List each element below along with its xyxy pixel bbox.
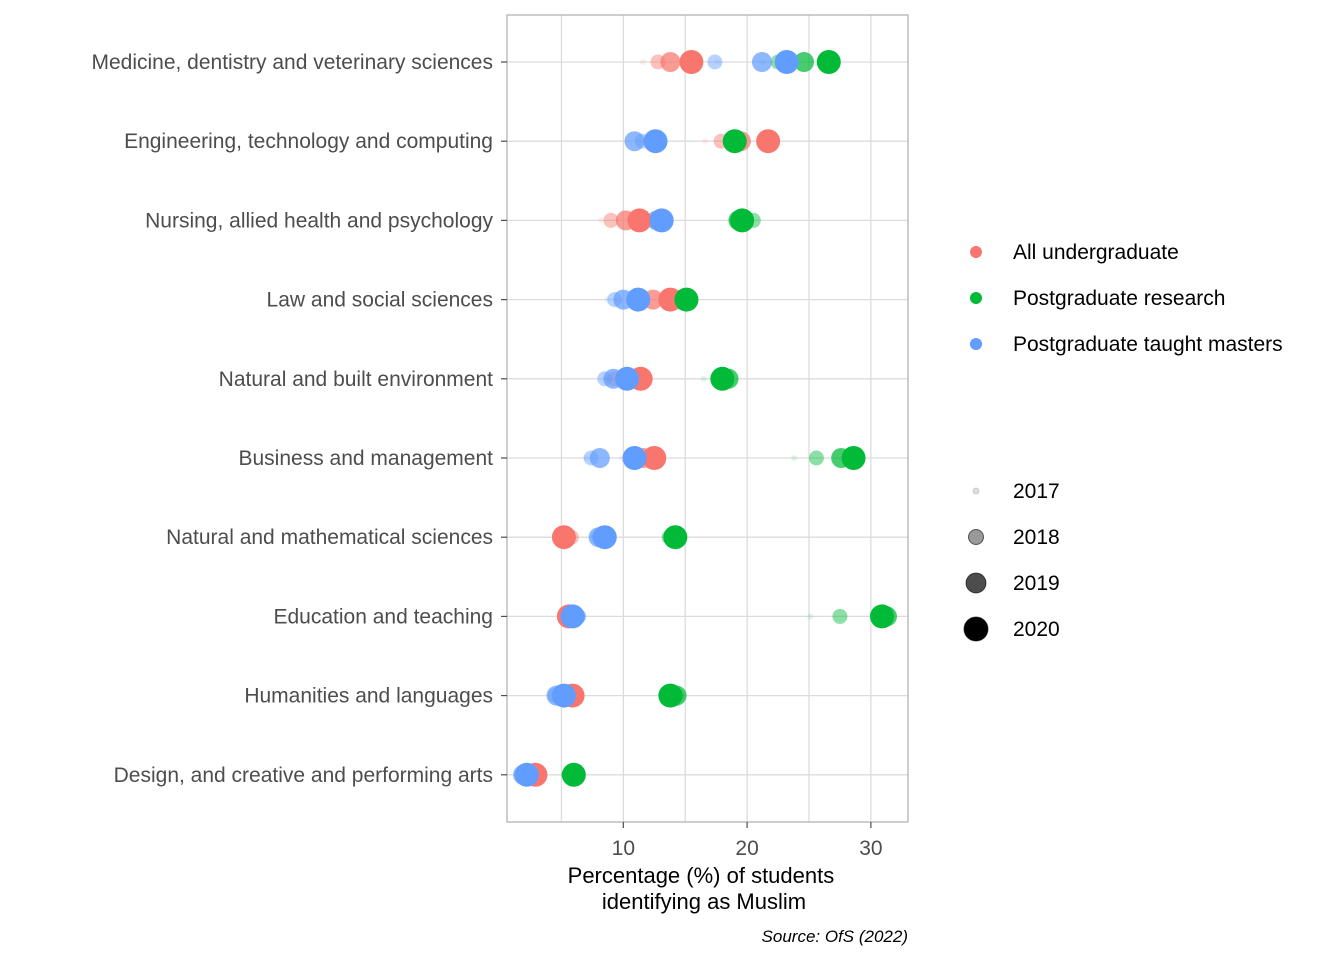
data-point	[583, 455, 590, 461]
data-point	[514, 762, 539, 787]
category-label: Engineering, technology and computing	[124, 130, 493, 153]
legend-year-label: 2020	[1013, 618, 1060, 641]
category-labels: Medicine, dentistry and veterinary scien…	[91, 51, 507, 787]
category-label: Natural and mathematical sciences	[166, 526, 493, 549]
data-point	[627, 208, 652, 233]
data-point	[663, 525, 688, 550]
legend-series-label: Postgraduate research	[1013, 287, 1225, 310]
category-label: Humanities and languages	[244, 685, 493, 708]
data-point	[841, 446, 866, 470]
data-point	[870, 604, 895, 629]
data-point	[660, 52, 681, 72]
data-point	[774, 50, 799, 74]
data-point	[679, 50, 704, 74]
data-point	[791, 455, 798, 461]
data-point	[832, 608, 848, 624]
category-label: Education and teaching	[273, 605, 493, 628]
data-point	[603, 212, 619, 228]
x-axis-title-line-2: identifying as Muslim	[602, 889, 806, 914]
data-point	[589, 448, 610, 468]
data-point	[710, 366, 735, 391]
x-tick-label: 10	[612, 837, 635, 860]
source-caption: Source: OfS (2022)	[762, 927, 908, 946]
legend-year-label: 2019	[1013, 572, 1060, 595]
legend-years: 2017 2018 2019 2020	[963, 480, 1060, 642]
data-point	[649, 208, 674, 233]
panel-border	[506, 14, 909, 823]
x-tick-label: 30	[859, 837, 882, 860]
data-point	[626, 287, 651, 312]
data-point	[561, 762, 586, 787]
legend-year-label: 2018	[1013, 526, 1060, 549]
data-point	[751, 52, 772, 72]
category-label: Business and management	[239, 447, 494, 470]
data-point	[643, 129, 668, 154]
legend-series-key	[970, 338, 982, 350]
data-point	[807, 613, 814, 620]
legend-year-label: 2017	[1013, 480, 1060, 503]
category-label: Medicine, dentistry and veterinary scien…	[91, 51, 493, 74]
data-points	[513, 50, 897, 787]
x-axis-title-line-1: Percentage (%) of students	[568, 863, 835, 888]
legend-series-key	[970, 246, 982, 258]
legend-series-label: Postgraduate taught masters	[1013, 333, 1283, 356]
x-tick-label: 20	[735, 837, 758, 860]
data-point	[722, 129, 747, 154]
legend-year-key	[968, 529, 984, 545]
legend-year-key	[963, 616, 989, 642]
legend-year-key	[972, 487, 980, 495]
legend-series-label: All undergraduate	[1013, 241, 1179, 264]
category-label: Natural and built environment	[219, 368, 493, 391]
category-label: Nursing, allied health and psychology	[145, 209, 493, 232]
data-point	[658, 683, 683, 708]
x-axis-ticks: 10 20 30	[612, 822, 883, 860]
data-point	[794, 52, 815, 72]
data-point	[622, 446, 647, 470]
data-point	[642, 446, 667, 470]
data-point	[730, 208, 755, 233]
legend-series-key	[970, 292, 982, 304]
data-point	[592, 525, 617, 550]
data-point	[551, 683, 576, 708]
grid-lines	[507, 15, 908, 822]
data-point	[808, 450, 824, 466]
legend-year-key	[965, 572, 987, 594]
data-point	[615, 366, 640, 391]
data-point	[624, 131, 645, 152]
data-point	[714, 59, 721, 65]
data-point	[816, 50, 841, 74]
data-point	[598, 217, 605, 224]
x-axis-title: Percentage (%) of students identifying a…	[568, 863, 841, 914]
data-point	[756, 129, 781, 154]
data-point	[700, 375, 707, 382]
legend-series: All undergraduate Postgraduate research Po…	[970, 241, 1283, 356]
data-point	[702, 138, 709, 145]
data-point	[674, 287, 699, 312]
category-label: Design, and creative and performing arts	[114, 764, 493, 787]
data-point	[640, 59, 647, 65]
data-point	[604, 296, 611, 303]
data-point	[707, 54, 723, 70]
category-label: Law and social sciences	[267, 289, 493, 312]
data-point	[560, 604, 585, 629]
data-point	[551, 525, 576, 550]
